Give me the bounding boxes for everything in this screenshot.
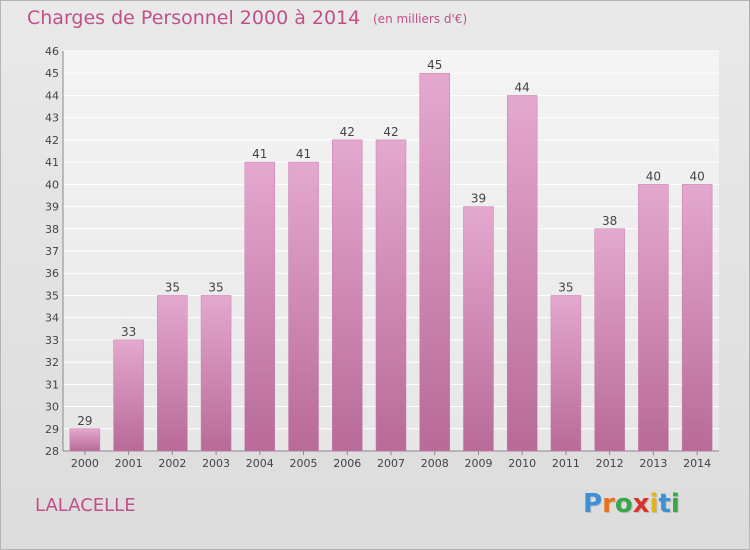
bar-value-label: 44 bbox=[515, 80, 530, 94]
y-tick-label: 43 bbox=[45, 112, 59, 125]
logo-letter: t bbox=[658, 489, 671, 519]
x-tick-label: 2005 bbox=[290, 457, 318, 470]
logo-letter: P bbox=[583, 489, 603, 519]
bar-2006 bbox=[332, 139, 363, 452]
y-tick-label: 33 bbox=[45, 334, 59, 347]
x-tick-label: 2014 bbox=[683, 457, 711, 470]
x-tick-label: 2006 bbox=[333, 457, 361, 470]
x-tick-label: 2000 bbox=[71, 457, 99, 470]
bar-2004 bbox=[244, 161, 276, 452]
y-tick-label: 40 bbox=[45, 178, 59, 191]
bar-2012 bbox=[594, 228, 625, 452]
x-tick-label: 2010 bbox=[508, 457, 536, 470]
y-tick-label: 29 bbox=[45, 423, 59, 436]
y-tick-label: 44 bbox=[45, 89, 59, 102]
x-tick-label: 2012 bbox=[596, 457, 624, 470]
bar-2003 bbox=[200, 295, 232, 452]
bar-2008 bbox=[419, 72, 450, 452]
logo-letter: o bbox=[614, 489, 633, 519]
bar-value-label: 29 bbox=[77, 414, 92, 428]
bar-2010 bbox=[506, 95, 538, 452]
bar-2009 bbox=[463, 206, 494, 452]
x-tick-label: 2002 bbox=[158, 457, 186, 470]
logo-letter: i bbox=[649, 489, 659, 519]
x-tick-label: 2013 bbox=[639, 457, 667, 470]
y-tick-label: 39 bbox=[45, 201, 59, 214]
y-tick-label: 35 bbox=[45, 289, 59, 302]
bar-value-label: 33 bbox=[121, 325, 136, 339]
y-tick-label: 46 bbox=[45, 45, 59, 58]
bar-value-label: 38 bbox=[602, 214, 617, 228]
y-tick-label: 34 bbox=[45, 312, 59, 325]
bar-2007 bbox=[375, 139, 407, 452]
bar-2014 bbox=[681, 184, 713, 452]
bar-value-label: 41 bbox=[252, 147, 267, 161]
x-tick-label: 2001 bbox=[115, 457, 143, 470]
bar-2011 bbox=[550, 295, 582, 452]
bar-value-label: 40 bbox=[689, 169, 704, 183]
bar-2000 bbox=[69, 428, 101, 452]
x-tick-label: 2003 bbox=[202, 457, 230, 470]
bar-value-label: 42 bbox=[383, 125, 398, 139]
y-tick-label: 42 bbox=[45, 134, 59, 147]
y-tick-label: 38 bbox=[45, 223, 59, 236]
bar-value-label: 45 bbox=[427, 58, 442, 72]
bar-value-label: 42 bbox=[340, 125, 355, 139]
y-tick-label: 32 bbox=[45, 356, 59, 369]
logo-letter: i bbox=[670, 489, 680, 519]
bar-value-label: 35 bbox=[208, 280, 223, 294]
chart-subtitle: (en milliers d'€) bbox=[373, 12, 468, 26]
y-tick-label: 45 bbox=[45, 67, 59, 80]
y-tick-label: 41 bbox=[45, 156, 59, 169]
chart-title: Charges de Personnel 2000 à 2014 bbox=[27, 7, 361, 29]
logo-letter: r bbox=[602, 489, 615, 519]
place-name: LALACELLE bbox=[35, 495, 136, 516]
y-tick-label: 36 bbox=[45, 267, 59, 280]
x-tick-label: 2007 bbox=[377, 457, 405, 470]
logo-letter: x bbox=[632, 489, 650, 519]
proxiti-logo: Proxiti bbox=[583, 489, 680, 519]
y-tick-label: 37 bbox=[45, 245, 59, 258]
x-tick-label: 2008 bbox=[421, 457, 449, 470]
bar-value-label: 35 bbox=[558, 280, 573, 294]
bar-value-label: 41 bbox=[296, 147, 311, 161]
bar-value-label: 40 bbox=[646, 169, 661, 183]
bar-2001 bbox=[113, 339, 144, 452]
y-tick-label: 28 bbox=[45, 445, 59, 458]
bar-2005 bbox=[288, 161, 319, 452]
x-tick-label: 2009 bbox=[464, 457, 492, 470]
bar-2002 bbox=[157, 295, 188, 452]
x-tick-label: 2004 bbox=[246, 457, 274, 470]
x-tick-label: 2011 bbox=[552, 457, 580, 470]
y-tick-label: 30 bbox=[45, 401, 59, 414]
bar-value-label: 39 bbox=[471, 192, 486, 206]
bar-2013 bbox=[638, 184, 669, 452]
bar-value-label: 35 bbox=[165, 280, 180, 294]
y-tick-label: 31 bbox=[45, 378, 59, 391]
